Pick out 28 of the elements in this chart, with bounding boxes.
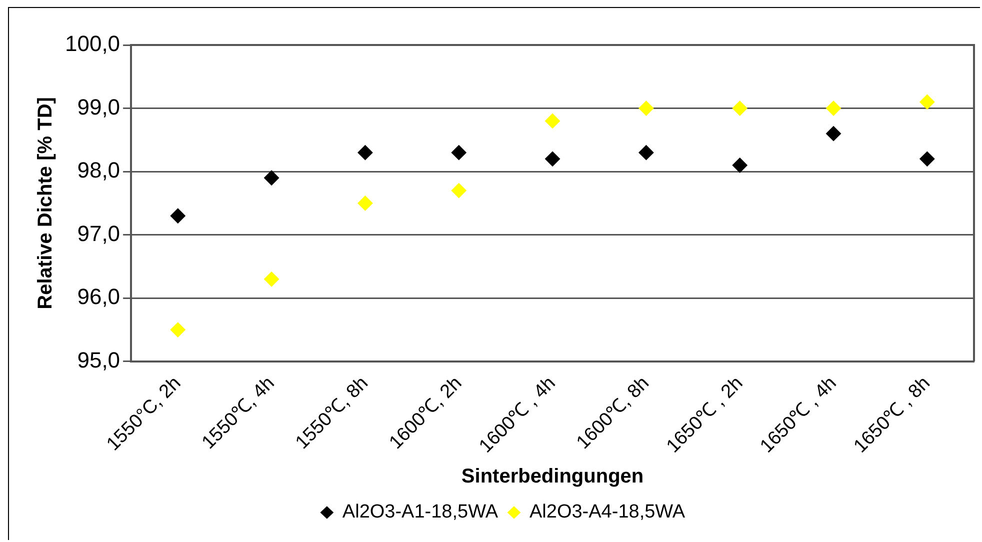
point — [920, 94, 935, 110]
point — [545, 151, 560, 166]
x-axis-title: Sinterbedingungen — [461, 466, 644, 488]
point — [638, 145, 654, 160]
point — [826, 126, 842, 142]
point — [451, 183, 466, 198]
y-tick-label: 97,0 — [77, 220, 120, 246]
point — [358, 145, 373, 160]
point — [358, 196, 373, 211]
y-axis-title: Relative Dichte [% TD] — [34, 97, 57, 310]
legend-label: Al2O3-A4-18,5WA — [530, 502, 686, 523]
point — [545, 113, 560, 128]
legend-label: Al2O3-A1-18,5WA — [342, 502, 498, 523]
point — [170, 208, 186, 224]
point — [264, 272, 280, 287]
point — [732, 158, 748, 173]
y-tick-label: 99,0 — [77, 94, 120, 120]
point — [170, 322, 186, 338]
point — [920, 151, 935, 166]
point — [638, 100, 654, 116]
y-tick-label: 98,0 — [77, 158, 120, 183]
point — [264, 170, 280, 186]
y-tick-label: 100,0 — [64, 31, 120, 56]
point — [451, 145, 466, 160]
point — [732, 100, 748, 116]
point — [826, 100, 842, 116]
y-tick-label: 96,0 — [77, 284, 120, 310]
y-tick-label: 95,0 — [77, 347, 120, 372]
